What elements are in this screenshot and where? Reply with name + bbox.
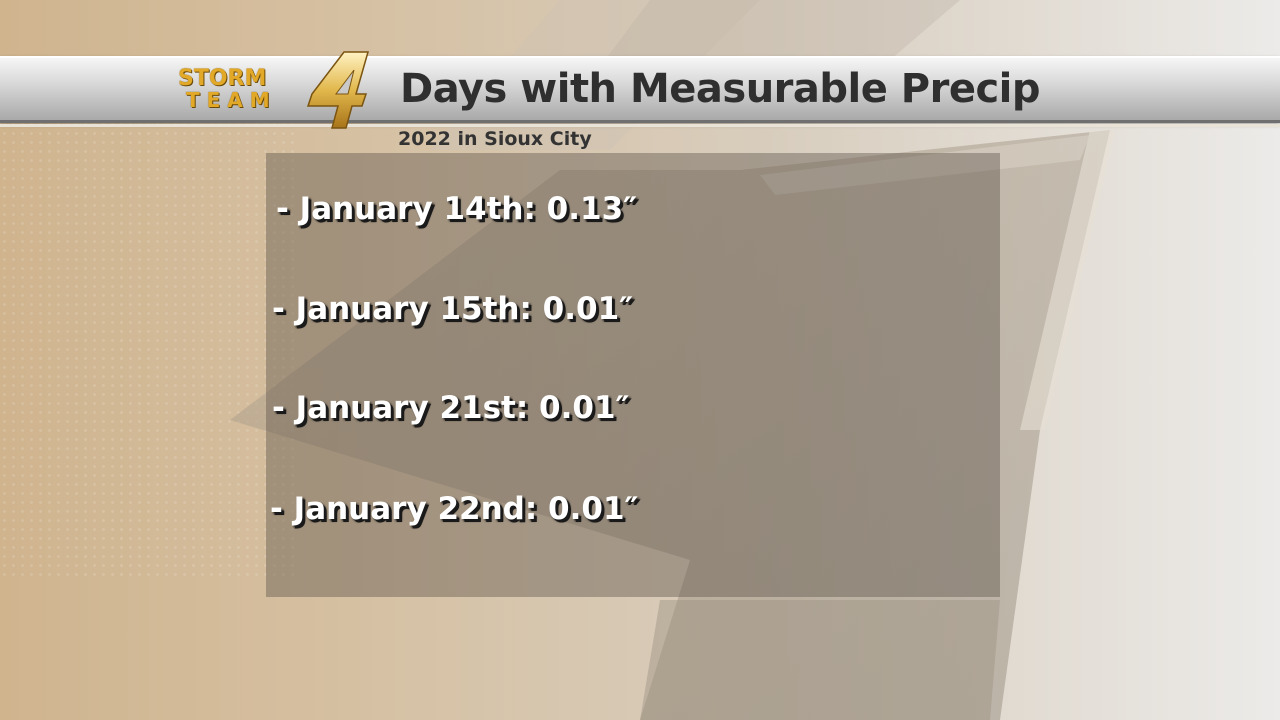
page-subtitle: 2022 in Sioux City	[398, 128, 592, 150]
list-item: - January 21st: 0.01″	[272, 390, 630, 426]
list-item: - January 14th: 0.13″	[276, 191, 638, 227]
precip-list-panel: - January 14th: 0.13″ - January 15th: 0.0…	[266, 153, 1000, 597]
dot-texture	[0, 120, 300, 580]
list-item: - January 15th: 0.01″	[272, 291, 634, 327]
storm-team-logo: STORM TEAM	[178, 48, 388, 130]
precip-list: - January 14th: 0.13″ - January 15th: 0.0…	[266, 153, 1000, 597]
page-title: Days with Measurable Precip	[400, 66, 1041, 112]
list-item: - January 22nd: 0.01″	[270, 491, 639, 527]
header-band	[0, 56, 1280, 123]
header-divider	[0, 124, 1280, 127]
channel-4-logo-icon	[306, 51, 369, 129]
logo-team-text: TEAM	[186, 88, 277, 112]
logo-storm-text: STORM	[178, 66, 267, 91]
